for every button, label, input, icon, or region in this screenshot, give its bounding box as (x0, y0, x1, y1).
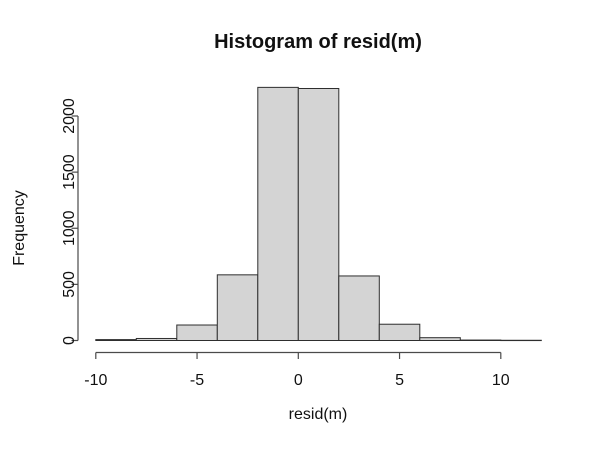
y-tick-label: 1000 (61, 210, 78, 246)
y-tick-label: 1500 (61, 154, 78, 190)
y-axis-label: Frequency (11, 190, 28, 266)
x-tick-label: 10 (492, 372, 510, 389)
histogram-bar (135, 337, 178, 341)
chart-title: Histogram of resid(m) (214, 31, 422, 53)
histogram-bar (297, 87, 340, 341)
y-tick-label: 500 (61, 271, 78, 298)
x-axis-label: resid(m) (288, 406, 348, 423)
histogram-bar (257, 86, 299, 341)
histogram-bar (95, 339, 137, 341)
x-tick-label: -5 (190, 372, 204, 389)
histogram-bar (378, 323, 421, 342)
histogram-bar (216, 274, 259, 341)
x-tick-label: 5 (395, 372, 404, 389)
y-tick-label: 0 (61, 336, 78, 345)
x-tick-label: -10 (84, 372, 107, 389)
histogram-bar (419, 337, 461, 342)
histogram-bar (176, 324, 218, 341)
y-tick-label: 2000 (61, 98, 78, 134)
histogram-bar (338, 275, 380, 341)
x-tick-label: 0 (294, 372, 303, 389)
